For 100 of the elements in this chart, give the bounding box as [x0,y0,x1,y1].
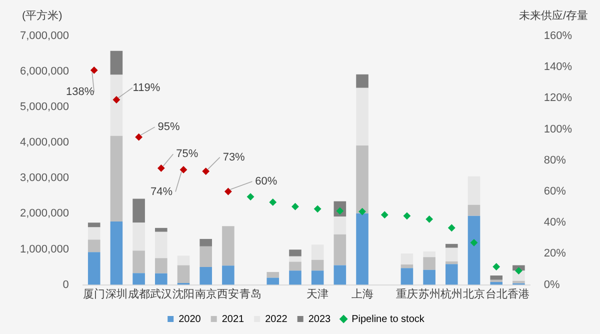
point [90,66,98,74]
bar [446,264,458,285]
y2-tick-label: 20% [544,248,566,260]
bar [468,216,480,285]
data-label: 95% [158,121,180,134]
bar [356,88,368,146]
point [202,168,210,175]
point [515,267,522,274]
bar [200,238,212,246]
y-tick-label: 4,000,000 [20,136,69,149]
point [381,211,388,218]
x-tick-label: 厦门 [83,287,106,300]
bar [446,244,458,248]
y-tick-label: 1,000,000 [20,243,69,256]
bar [177,265,190,284]
y-tick-label: 7,000,000 [20,30,69,42]
bar [222,226,234,266]
bar [468,204,480,216]
bar [88,227,100,240]
bar [356,74,368,88]
x-tick-label: 天津 [306,287,329,300]
bar [356,213,368,285]
bar [88,252,100,285]
bar [334,265,346,285]
x-tick-label: 南京 [194,287,217,300]
point [448,224,456,232]
bar [423,257,436,270]
data-label: 119% [132,82,160,94]
data-label: 73% [222,151,246,164]
x-tick-label: 杭州 [440,287,463,300]
x-tick-label: 深圳 [105,287,128,300]
y-tick-label: 2,000,000 [20,208,69,220]
x-tick-label: 青岛 [240,287,262,300]
bar [311,260,324,271]
bar [289,256,302,262]
y2-tick-label: 60% [544,186,566,198]
point [492,263,500,270]
y2-tick-label: 40% [544,216,566,229]
bar [423,270,436,285]
bar [222,266,234,285]
point [224,188,232,195]
y2-tick-label: 100% [544,123,572,136]
y-axis-title: (平方米) [22,8,62,23]
point [358,208,366,216]
bar [490,276,502,280]
legend-label: 2022 [265,314,288,325]
point [314,205,322,212]
point [403,212,410,220]
legend-label: 2021 [222,314,245,325]
y2-tick-label: 140% [544,61,572,74]
bar [155,273,168,285]
data-label: 138% [66,86,94,98]
bar [289,270,302,285]
bar [446,248,458,262]
bar [88,240,100,252]
x-tick-label: 北京 [463,287,485,300]
bar [155,232,168,258]
bar [132,250,145,274]
bar [155,228,168,232]
bar [200,267,212,285]
point [426,216,433,223]
point [180,166,187,174]
x-tick-label: 重庆 [396,287,418,300]
bar [177,256,190,266]
bar [110,222,123,285]
y-tick-label: 3,000,000 [20,172,69,184]
bar [423,251,436,258]
bar [512,280,525,284]
bar [88,222,100,228]
bar [266,272,280,278]
y-tick-label: 5,000,000 [20,101,69,114]
bar [289,250,302,256]
bar [200,246,212,268]
y2-tick-label: 0% [544,278,560,291]
x-tick-label: 上海 [351,287,374,300]
point [112,96,120,104]
bar [132,198,145,223]
bar [132,273,145,285]
bar [110,136,123,222]
bar [110,74,123,136]
bar [132,222,145,251]
bar [334,234,346,266]
bar [311,270,324,285]
y2-axis-title: 未来供应/存量 [518,8,588,23]
bar [311,244,324,260]
y2-tick-label: 80% [544,154,566,166]
point [470,239,478,246]
bar [155,258,168,274]
bar [266,278,280,285]
y-tick-label: 0 [62,278,69,291]
data-label: 60% [255,176,278,188]
bar [356,145,368,214]
x-tick-label: 苏州 [418,287,440,300]
x-tick-label: 武汉 [150,287,172,300]
point [247,193,254,200]
legend-label: Pipeline to stock [352,314,426,325]
x-tick-label: 沈阳 [172,287,194,300]
bar [400,254,414,265]
bar [400,268,414,285]
data-label: 75% [176,148,198,160]
